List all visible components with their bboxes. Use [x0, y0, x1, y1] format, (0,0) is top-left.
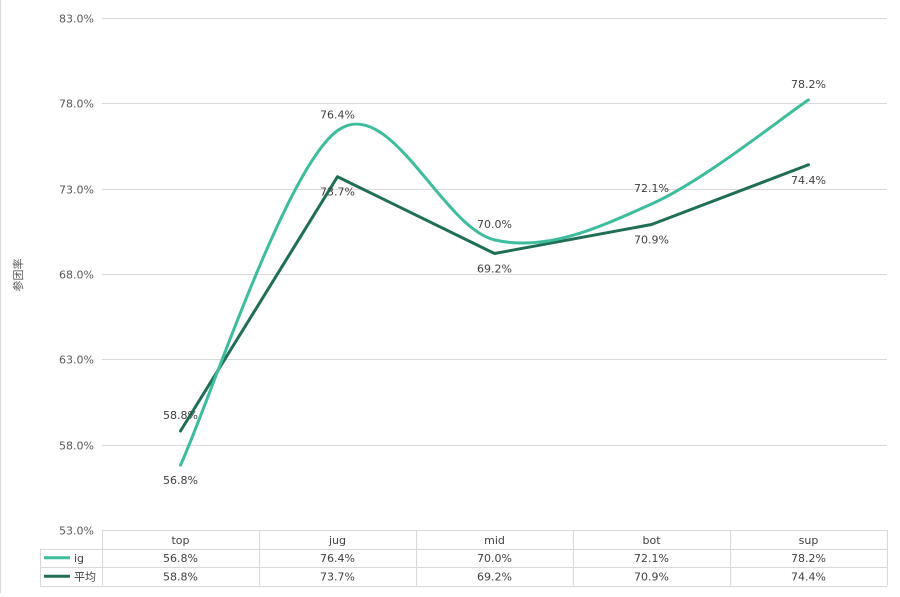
y-tick-label: 68.0%: [59, 269, 94, 282]
y-tick-label: 58.0%: [59, 440, 94, 453]
data-label-ig: 70.0%: [477, 218, 512, 231]
y-tick-label: 53.0%: [59, 525, 94, 538]
data-label-average: 58.8%: [163, 409, 198, 422]
y-axis: 53.0% 58.0% 63.0% 68.0% 73.0% 78.0% 83.0%: [59, 13, 94, 538]
table-cell: 76.4%: [320, 552, 355, 565]
table-cell: 78.2%: [791, 552, 826, 565]
y-axis-title: 参团率: [11, 259, 25, 292]
table-cell: 69.2%: [477, 570, 512, 583]
data-label-average: 74.4%: [791, 174, 826, 187]
x-category-label: sup: [799, 534, 819, 547]
x-category-label: jug: [328, 534, 346, 547]
x-category-label: bot: [642, 534, 661, 547]
x-category-label: top: [171, 534, 189, 547]
data-label-ig: 78.2%: [791, 78, 826, 91]
data-labels: 56.8% 76.4% 70.0% 72.1% 78.2% 58.8% 73.7% 69.2%…: [163, 78, 826, 487]
table-cell: 58.8%: [163, 570, 198, 583]
table-cell: 72.1%: [634, 552, 669, 565]
table-cell: 74.4%: [791, 570, 826, 583]
y-tick-label: 63.0%: [59, 354, 94, 367]
data-label-ig: 56.8%: [163, 474, 198, 487]
data-label-average: 73.7%: [320, 186, 355, 199]
table-cell: 70.0%: [477, 552, 512, 565]
legend-label-average: 平均: [74, 570, 96, 583]
series-line-ig: [179, 98, 810, 467]
series-line-average: [179, 163, 810, 433]
data-label-ig: 72.1%: [634, 182, 669, 195]
series-group: [179, 98, 810, 467]
legend-label-ig: ig: [74, 552, 84, 565]
data-label-ig: 76.4%: [320, 109, 355, 122]
table-cell: 56.8%: [163, 552, 198, 565]
y-tick-label: 78.0%: [59, 98, 94, 111]
data-table: top jug mid bot sup ig 56.8% 76.4% 70.0% 72.1% 78.…: [40, 530, 888, 587]
table-cell: 70.9%: [634, 570, 669, 583]
y-tick-label: 73.0%: [59, 184, 94, 197]
y-tick-label: 83.0%: [59, 13, 94, 26]
table-cell: 73.7%: [320, 570, 355, 583]
data-label-average: 70.9%: [634, 234, 669, 247]
data-label-average: 69.2%: [477, 263, 512, 276]
x-category-label: mid: [484, 534, 505, 547]
